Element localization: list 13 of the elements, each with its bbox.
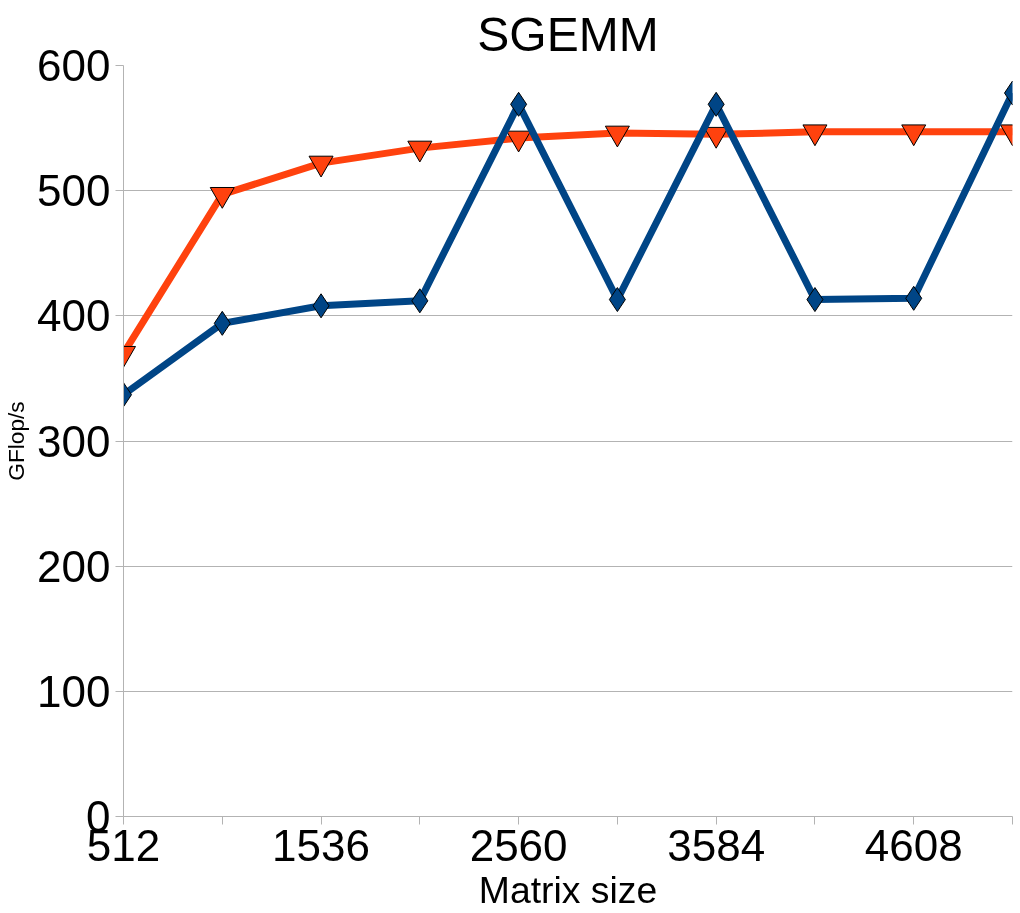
x-axis-title: Matrix size [478,868,658,911]
y-tick-label: 200 [37,541,111,591]
y-tick-label: 300 [37,416,111,466]
y-axis-title: GFlop/s [3,401,30,481]
x-tick-label: 4608 [864,820,963,870]
chart-title: SGEMM [477,7,659,61]
y-tick-label: 500 [37,166,111,216]
y-tick-label: 100 [37,666,111,716]
y-tick-label: 600 [37,41,111,90]
x-tick-label: 1536 [272,820,370,870]
y-tick-label: 400 [37,291,111,341]
x-tick-label: 2560 [469,820,568,870]
x-tick-label: 3584 [667,820,766,870]
